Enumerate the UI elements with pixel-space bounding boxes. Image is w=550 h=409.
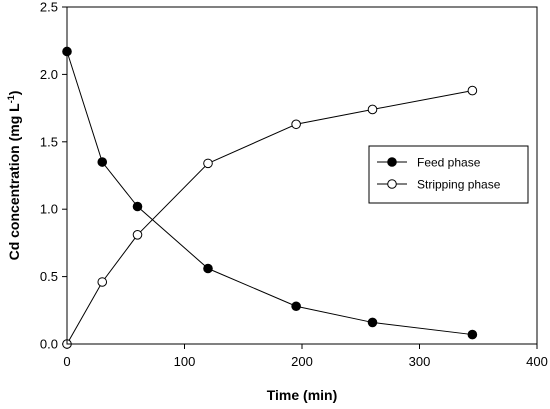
series-stripping-phase <box>62 85 478 349</box>
legend-item: Stripping phase <box>377 178 501 192</box>
y-axis-ticks: 0.0 0.5 1.0 1.5 2.0 2.5 <box>40 0 67 352</box>
x-axis-ticks: 0 100 200 300 400 <box>63 344 548 369</box>
y-tick-label: 2.0 <box>40 67 58 82</box>
y-tick-label: 0.5 <box>40 269 58 284</box>
data-point <box>291 301 301 312</box>
y-axis-title-superscript: -1 <box>6 95 16 103</box>
data-point <box>203 158 213 169</box>
x-tick-label: 400 <box>526 354 548 369</box>
series-layer <box>62 46 478 349</box>
legend-box <box>368 145 529 204</box>
x-axis-title: Time (min) <box>267 387 338 403</box>
data-point <box>97 277 108 287</box>
data-point <box>367 317 378 328</box>
series-feed-phase <box>62 46 478 340</box>
legend-marker <box>387 179 397 189</box>
data-point <box>132 230 143 240</box>
y-tick-label: 1.0 <box>40 202 58 217</box>
data-point <box>203 263 213 274</box>
data-point <box>467 329 478 340</box>
y-tick-label: 2.5 <box>40 0 58 15</box>
x-tick-label: 300 <box>409 354 431 369</box>
data-point <box>467 85 478 96</box>
legend-label: Feed phase <box>417 156 481 170</box>
series-line <box>66 90 473 345</box>
y-axis-title-main: Cd concentration (mg L <box>6 103 22 261</box>
y-tick-label: 0.0 <box>40 337 58 352</box>
y-tick-label: 1.5 <box>40 134 58 149</box>
x-tick-label: 0 <box>63 354 70 369</box>
x-tick-label: 100 <box>174 354 196 369</box>
legend-marker <box>387 157 397 167</box>
legend-label: Stripping phase <box>417 178 501 192</box>
y-axis-title-end: ) <box>6 91 22 96</box>
data-point <box>132 201 143 212</box>
y-axis-title: Cd concentration (mg L-1) <box>6 91 22 261</box>
plot-frame <box>66 6 538 345</box>
x-tick-label: 200 <box>291 354 313 369</box>
data-point <box>291 119 301 130</box>
legend: Feed phase Stripping phase <box>368 145 529 204</box>
data-point <box>97 157 108 167</box>
legend-item: Feed phase <box>377 156 481 170</box>
data-point <box>367 104 378 115</box>
